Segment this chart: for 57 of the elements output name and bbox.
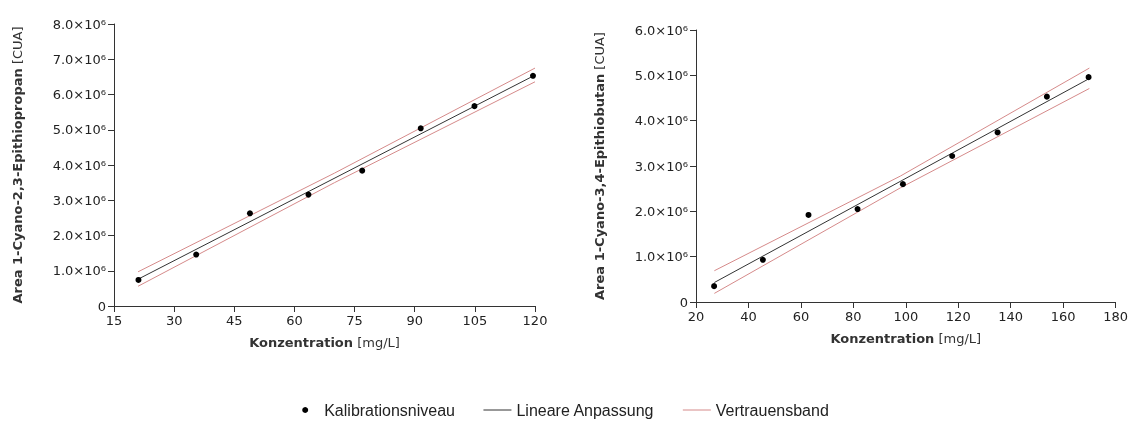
x-tick-label: 140 bbox=[998, 309, 1024, 324]
x-axis-title: Konzentration [mg/L] bbox=[830, 331, 982, 346]
legend-label: Lineare Anpassung bbox=[516, 401, 654, 419]
point bbox=[305, 191, 312, 198]
x-tick-label: 45 bbox=[226, 313, 243, 328]
y-tick-label: 6.0×10⁶ bbox=[52, 87, 106, 102]
y-axis-title: Area 1-Cyano-2,3-Epithiopropan [CUA] bbox=[10, 26, 25, 304]
point bbox=[246, 210, 253, 217]
point bbox=[193, 251, 200, 258]
x-tick-label: 100 bbox=[893, 309, 919, 324]
point bbox=[359, 167, 366, 174]
x-tick-label: 180 bbox=[1103, 309, 1129, 324]
x-tick-label: 80 bbox=[845, 309, 862, 324]
x-tick-label: 160 bbox=[1050, 309, 1076, 324]
legend-label: Kalibrationsniveau bbox=[324, 401, 455, 419]
point bbox=[417, 125, 424, 132]
y-tick-label: 3.0×10⁶ bbox=[52, 192, 106, 208]
y-tick-label: 4.0×10⁶ bbox=[52, 157, 106, 173]
point bbox=[899, 181, 906, 188]
point bbox=[854, 206, 861, 213]
y-tick-label: 0 bbox=[679, 294, 688, 310]
x-tick-label: 40 bbox=[740, 309, 757, 324]
y-tick-label: 0 bbox=[97, 298, 106, 314]
x-tick-label: 120 bbox=[522, 313, 548, 328]
x-tick-label: 90 bbox=[406, 313, 423, 328]
y-tick-label: 2.0×10⁶ bbox=[52, 228, 106, 243]
y-tick-label: 7.0×10⁶ bbox=[52, 51, 106, 67]
y-tick-label: 8.0×10⁶ bbox=[52, 16, 106, 32]
point bbox=[1085, 74, 1092, 81]
point bbox=[805, 211, 812, 218]
y-tick-label: 1.0×10⁶ bbox=[52, 263, 106, 279]
x-tick-label: 105 bbox=[462, 313, 488, 328]
y-tick-label: 2.0×10⁶ bbox=[634, 203, 688, 219]
y-tick-label: 4.0×10⁶ bbox=[634, 113, 688, 129]
y-axis-title: Area 1-Cyano-3,4-Epithiobutan [CUA] bbox=[592, 32, 607, 300]
point bbox=[759, 256, 766, 263]
point bbox=[1043, 93, 1050, 100]
x-tick-label: 120 bbox=[945, 309, 971, 324]
point bbox=[135, 276, 142, 283]
y-tick-label: 5.0×10⁶ bbox=[52, 122, 106, 138]
x-tick-label: 30 bbox=[165, 313, 183, 328]
x-tick-label: 60 bbox=[792, 309, 810, 324]
y-tick-label: 5.0×10⁶ bbox=[634, 67, 688, 83]
legend-label: Vertrauensband bbox=[715, 401, 829, 419]
x-tick-label: 20 bbox=[687, 309, 705, 324]
point bbox=[530, 72, 536, 79]
point bbox=[471, 103, 478, 110]
x-tick-label: 75 bbox=[346, 313, 363, 328]
x-tick-label: 15 bbox=[105, 313, 123, 328]
point bbox=[994, 129, 1001, 136]
y-tick-label: 1.0×10⁶ bbox=[634, 249, 688, 265]
point bbox=[949, 153, 956, 160]
x-tick-label: 60 bbox=[286, 313, 303, 328]
x-axis-title: Konzentration [mg/L] bbox=[249, 335, 400, 350]
y-tick-label: 6.0×10⁶ bbox=[634, 22, 688, 38]
point bbox=[711, 283, 718, 290]
y-tick-label: 3.0×10⁶ bbox=[634, 158, 688, 174]
